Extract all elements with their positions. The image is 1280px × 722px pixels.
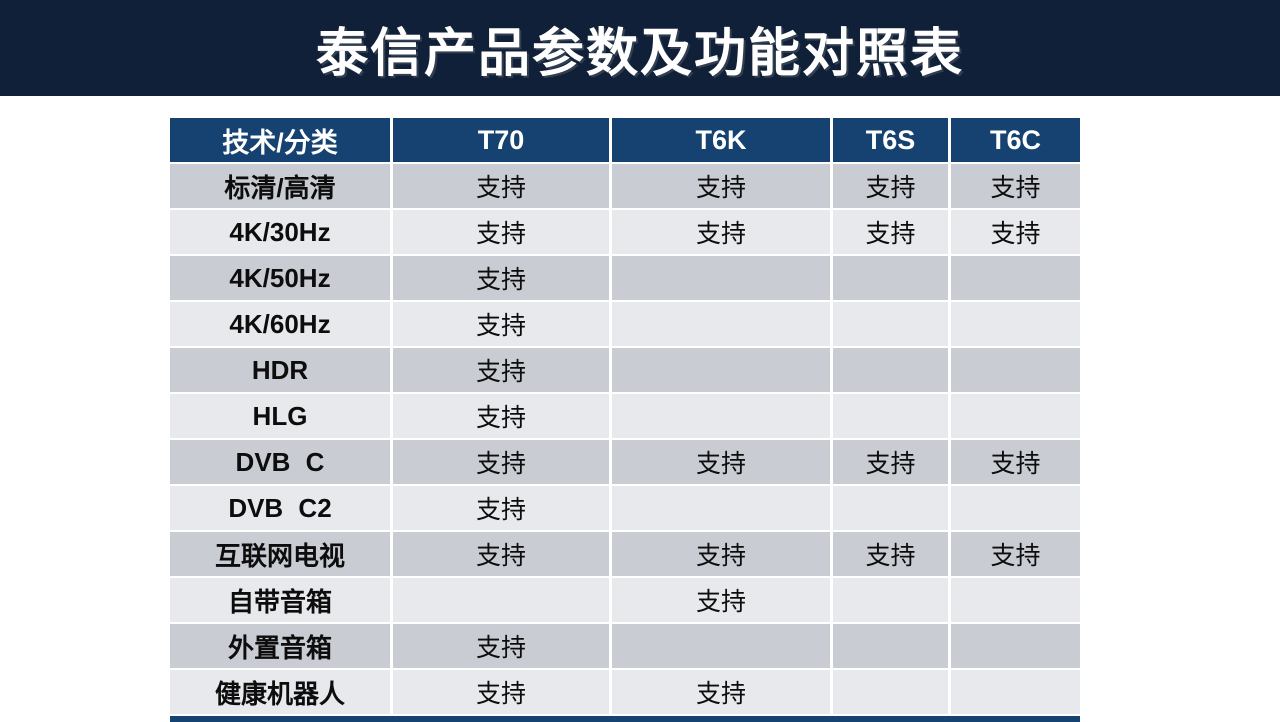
- row-label: 标清/高清: [170, 164, 390, 208]
- support-cell: 支持: [833, 210, 948, 254]
- support-cell: 支持: [393, 164, 609, 208]
- row-label: 4K/50Hz: [170, 256, 390, 300]
- column-header-t6k: T6K: [612, 118, 830, 162]
- comparison-table: 技术/分类 T70 T6K T6S T6C 标清/高清 支持 支持 支持 支持 4K/30Hz 支持支…: [170, 118, 1080, 714]
- support-cell: 支持: [393, 486, 609, 530]
- support-cell: 支持: [393, 256, 609, 300]
- support-cell: 支持: [393, 394, 609, 438]
- row-label: 4K/30Hz: [170, 210, 390, 254]
- support-cell: [833, 302, 948, 346]
- support-cell: 支持: [951, 440, 1080, 484]
- support-cell: [833, 348, 948, 392]
- row-label: DVB C: [170, 440, 390, 484]
- support-cell: [612, 394, 830, 438]
- support-cell: [833, 394, 948, 438]
- support-cell: 支持: [833, 532, 948, 576]
- support-cell: [612, 348, 830, 392]
- support-cell: 支持: [393, 210, 609, 254]
- support-cell: 支持: [833, 440, 948, 484]
- column-header-category: 技术/分类: [170, 118, 390, 162]
- support-cell: 支持: [393, 532, 609, 576]
- support-cell: [612, 302, 830, 346]
- row-label: HDR: [170, 348, 390, 392]
- support-cell: 支持: [612, 210, 830, 254]
- row-label: 4K/60Hz: [170, 302, 390, 346]
- support-cell: [612, 256, 830, 300]
- support-cell: 支持: [951, 210, 1080, 254]
- support-cell: 支持: [612, 440, 830, 484]
- support-cell: 支持: [951, 164, 1080, 208]
- column-header-t70: T70: [393, 118, 609, 162]
- support-cell: 支持: [393, 670, 609, 714]
- support-cell: [833, 486, 948, 530]
- support-cell: 支持: [951, 532, 1080, 576]
- support-cell: 支持: [612, 532, 830, 576]
- page-title: 泰信产品参数及功能对照表: [315, 24, 964, 83]
- column-header-t6s: T6S: [833, 118, 948, 162]
- support-cell: 支持: [612, 164, 830, 208]
- support-cell: [612, 486, 830, 530]
- row-label: HLG: [170, 394, 390, 438]
- column-header-t6c: T6C: [951, 118, 1080, 162]
- row-label: 外置音箱: [170, 624, 390, 668]
- support-cell: 支持: [393, 302, 609, 346]
- row-label: 健康机器人: [170, 670, 390, 714]
- support-cell: [951, 302, 1080, 346]
- support-cell: 支持: [393, 440, 609, 484]
- title-banner: 泰信产品参数及功能对照表: [0, 0, 1280, 96]
- support-cell: [833, 578, 948, 622]
- support-cell: [833, 624, 948, 668]
- support-cell: [951, 486, 1080, 530]
- support-cell: [833, 256, 948, 300]
- support-cell: [951, 578, 1080, 622]
- support-cell: [951, 624, 1080, 668]
- row-label: 互联网电视: [170, 532, 390, 576]
- support-cell: [951, 256, 1080, 300]
- support-cell: [833, 670, 948, 714]
- row-label: DVB C2: [170, 486, 390, 530]
- support-cell: 支持: [393, 348, 609, 392]
- support-cell: 支持: [393, 624, 609, 668]
- row-label: 自带音箱: [170, 578, 390, 622]
- support-cell: 支持: [612, 578, 830, 622]
- support-cell: [951, 394, 1080, 438]
- support-cell: 支持: [833, 164, 948, 208]
- support-cell: [951, 348, 1080, 392]
- support-cell: [612, 624, 830, 668]
- support-cell: 支持: [612, 670, 830, 714]
- cutoff-next-row-strip: [170, 716, 1080, 722]
- support-cell: [951, 670, 1080, 714]
- support-cell: [393, 578, 609, 622]
